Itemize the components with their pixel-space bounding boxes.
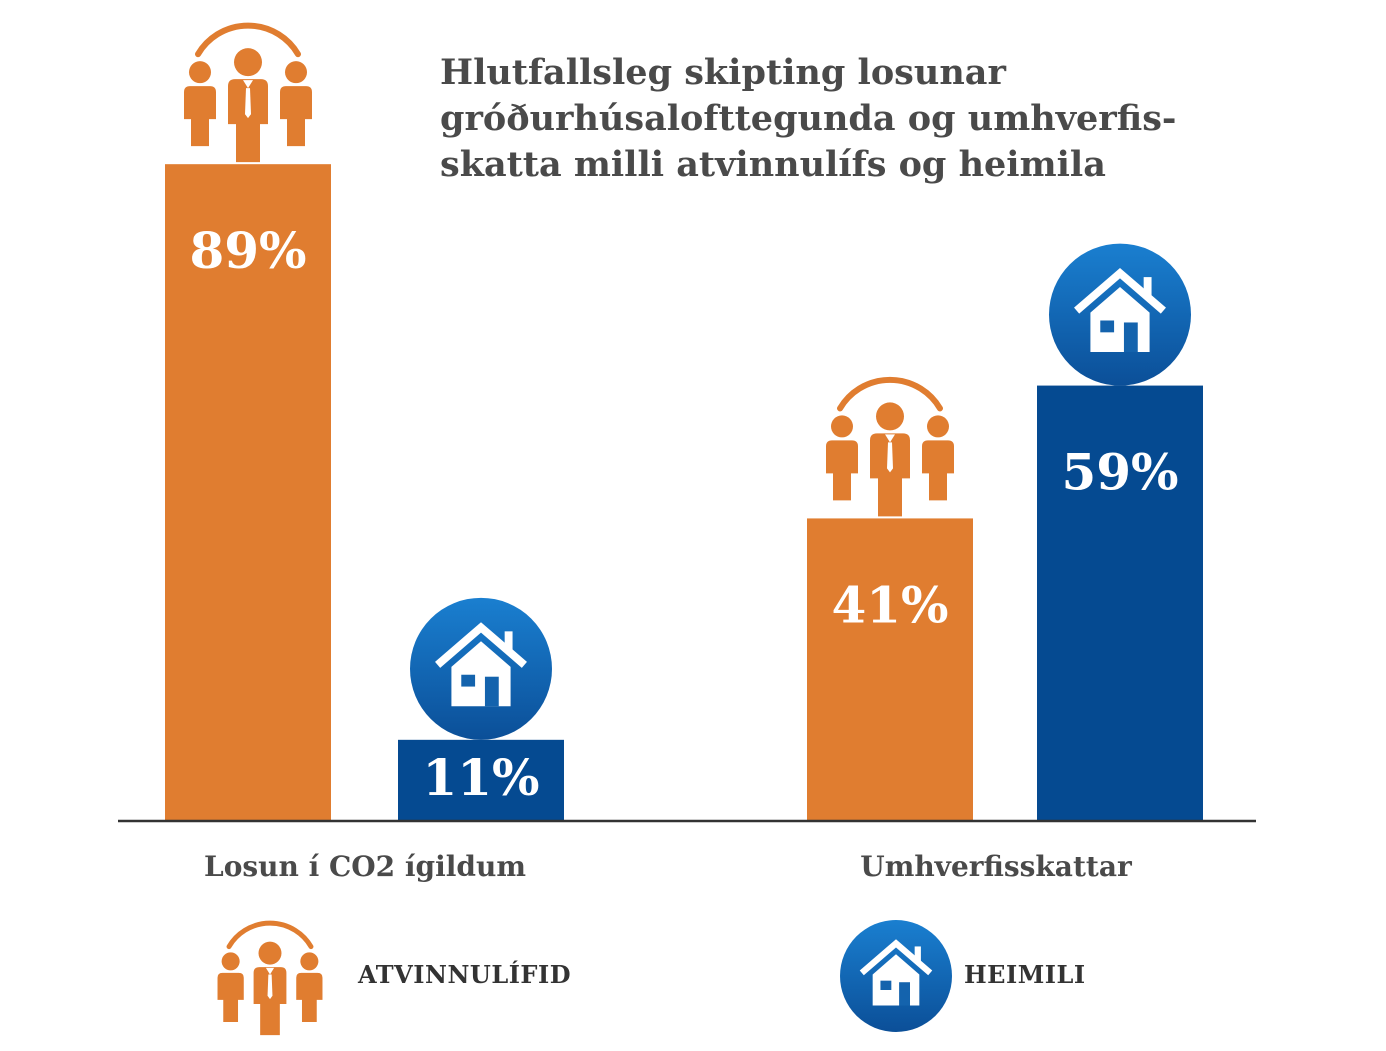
legend-label-atvinnulif: ATVINNULÍFID — [358, 960, 571, 989]
legend-people-icon — [217, 920, 323, 1036]
chart-title: Hlutfallsleg skipting losunar gróðurhúsa… — [440, 50, 1200, 188]
data-label: 89% — [189, 221, 306, 280]
bar — [165, 164, 331, 821]
people-icon — [184, 22, 312, 163]
data-label: 59% — [1061, 443, 1178, 502]
house-icon — [840, 920, 952, 1032]
title-line: skatta milli atvinnulífs og heimila — [440, 144, 1106, 185]
people-icon — [826, 376, 954, 517]
title-line: gróðurhúsalofttegunda og umhverfis- — [440, 98, 1177, 139]
people-icon — [217, 920, 323, 1036]
title-line: Hlutfallsleg skipting losunar — [440, 52, 1006, 93]
house-icon — [410, 597, 552, 740]
data-label: 41% — [831, 575, 948, 634]
bar — [807, 518, 973, 821]
category-label: Umhverfisskattar — [860, 850, 1133, 883]
bar — [1037, 385, 1203, 821]
bar — [398, 739, 564, 821]
legend-label-heimili: HEIMILI — [964, 960, 1086, 989]
legend-house-icon — [840, 920, 952, 1032]
category-label: Losun í CO2 ígildum — [204, 850, 526, 883]
data-label: 11% — [422, 748, 539, 807]
house-icon — [1049, 243, 1191, 386]
